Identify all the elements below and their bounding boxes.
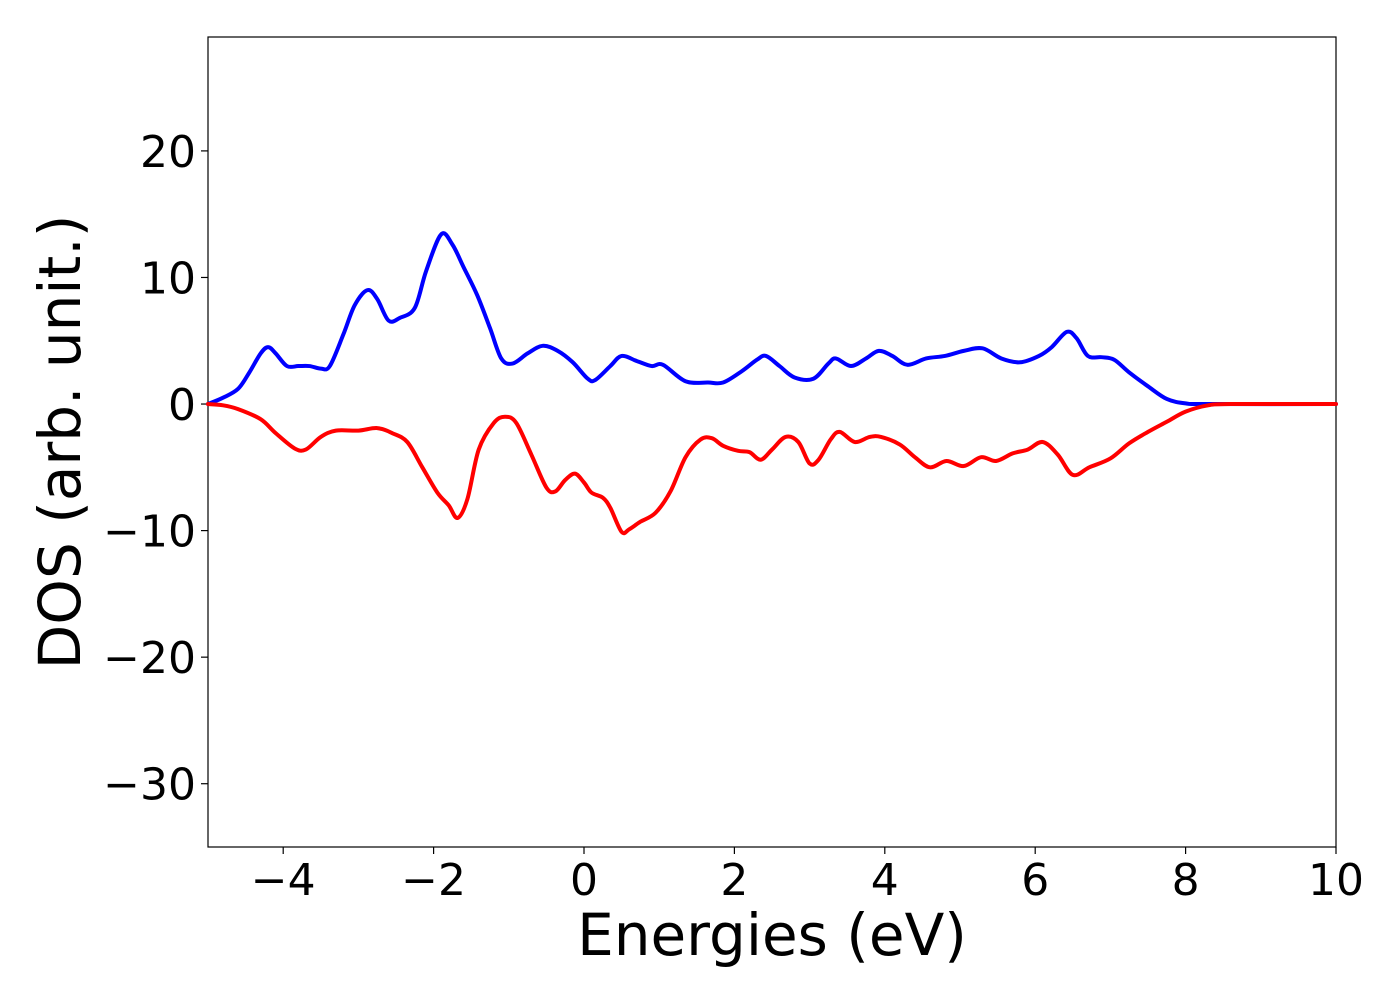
x-tick-label: 6 xyxy=(1021,855,1049,906)
series-line-red xyxy=(206,401,1338,536)
series-layer xyxy=(206,231,1338,536)
y-tick-label: 0 xyxy=(168,380,196,431)
x-tick-label: 0 xyxy=(570,855,598,906)
y-axis: −30 −20 −10 0 10 20 xyxy=(103,127,208,811)
x-tick-label: 10 xyxy=(1308,855,1364,906)
y-tick-label: −20 xyxy=(103,633,196,684)
y-axis-title: DOS (arb. unit.) xyxy=(26,215,94,670)
plot-frame xyxy=(207,36,1337,848)
y-tick-label: 20 xyxy=(140,127,196,178)
x-tick-label: 4 xyxy=(871,855,899,906)
x-tick-label: 8 xyxy=(1172,855,1200,906)
x-tick-label: 2 xyxy=(720,855,748,906)
series-line-blue xyxy=(206,231,1338,407)
x-tick-label: −4 xyxy=(251,855,316,906)
y-tick-label: 10 xyxy=(140,253,196,304)
x-axis: −4 −2 0 2 4 6 8 10 xyxy=(251,847,1364,906)
x-tick-label: −2 xyxy=(401,855,466,906)
x-axis-title: Energies (eV) xyxy=(577,901,967,969)
y-tick-label: −10 xyxy=(103,507,196,558)
y-tick-label: −30 xyxy=(103,760,196,811)
